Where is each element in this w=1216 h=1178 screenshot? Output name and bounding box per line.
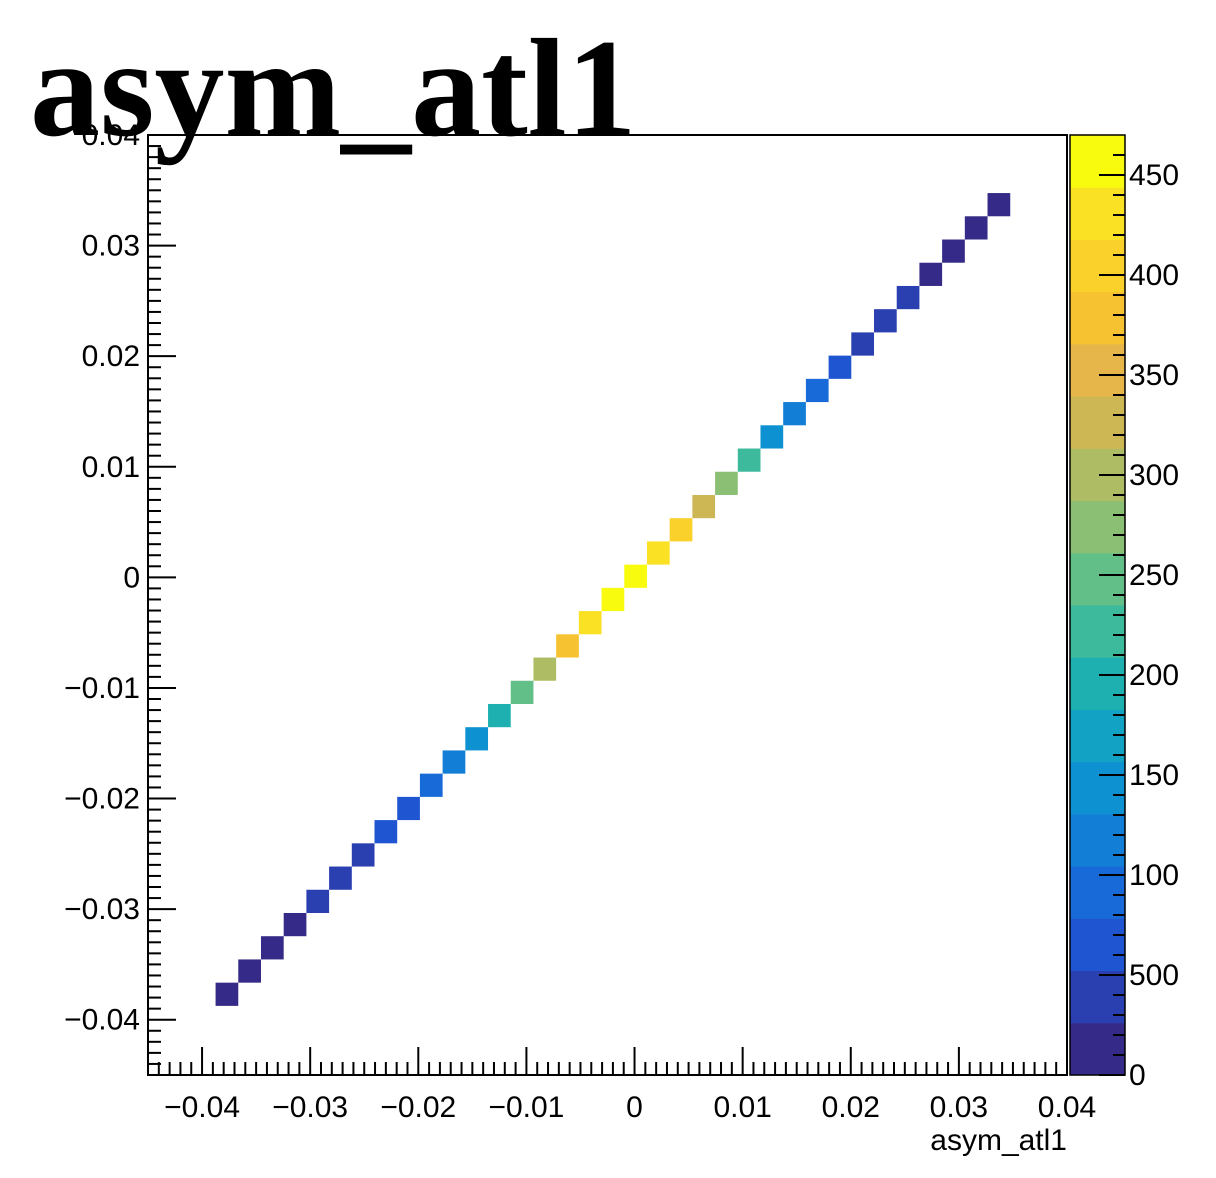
bin-cell xyxy=(851,332,875,356)
bin-cell xyxy=(646,541,670,565)
bin-cell xyxy=(692,494,716,519)
palette-cell xyxy=(1070,761,1125,815)
y-tick-label: −0.03 xyxy=(64,893,140,926)
bin-cell xyxy=(510,680,534,704)
palette-cell xyxy=(1070,343,1125,397)
z-tick-label: 0 xyxy=(1129,1059,1146,1092)
palette-frame xyxy=(1069,134,1126,1076)
x-tick-label: 0.01 xyxy=(713,1091,771,1124)
z-tick-label: 200 xyxy=(1129,659,1179,692)
bin-cell xyxy=(533,657,557,681)
bin-cell xyxy=(874,309,897,333)
z-tick-label: 500 xyxy=(1129,959,1179,992)
bin-cell xyxy=(215,982,239,1006)
z-tick-label: 300 xyxy=(1129,459,1179,492)
y-tick-label: 0.04 xyxy=(82,119,140,152)
bin-cell xyxy=(283,912,307,937)
palette-cell xyxy=(1070,657,1125,710)
y-tick-label: 0.03 xyxy=(82,230,140,263)
bin-cell xyxy=(828,355,852,379)
right-edge-mask xyxy=(1183,0,1216,1178)
z-tick-label: 400 xyxy=(1129,259,1179,292)
color-palette xyxy=(1069,134,1126,1076)
z-tick-label: 250 xyxy=(1129,559,1179,592)
palette-cell xyxy=(1070,1022,1125,1076)
bin-cell xyxy=(397,796,420,821)
y-tick-label: 0.01 xyxy=(82,451,140,484)
x-tick-label: −0.02 xyxy=(380,1091,456,1124)
z-tick-label: 150 xyxy=(1129,759,1179,792)
chart-title: asym_atl1 xyxy=(30,11,637,166)
x-tick-label: 0 xyxy=(626,1091,643,1124)
y-axis: −0.04 −0.03 −0.02 −0.01 0 0.01 0.02 0.03 0.04 xyxy=(64,119,176,1076)
bin-cell xyxy=(624,564,647,588)
x-tick-label: −0.03 xyxy=(272,1091,348,1124)
palette-cell xyxy=(1070,135,1125,188)
bin-cell xyxy=(669,518,693,542)
z-tick-label: 100 xyxy=(1129,859,1179,892)
bin-cell xyxy=(238,959,261,983)
y-tick-label: 0 xyxy=(123,561,140,594)
bin-cell xyxy=(964,216,988,240)
palette-cell xyxy=(1070,918,1125,972)
z-tick-label: 350 xyxy=(1129,359,1179,392)
bin-cell xyxy=(760,425,784,449)
z-tick-label: 450 xyxy=(1129,159,1179,192)
y-tick-label: −0.04 xyxy=(64,1004,140,1037)
bin-cell xyxy=(351,843,375,867)
bin-cell xyxy=(556,634,579,658)
x-axis: −0.04 −0.03 −0.02 −0.01 0 0.01 0.02 0.03 0.04 xyxy=(147,1047,1096,1124)
bin-cell xyxy=(601,587,625,612)
bin-cell xyxy=(715,471,738,495)
palette-cell xyxy=(1070,396,1125,449)
bin-cell xyxy=(488,703,511,728)
bin-cell xyxy=(465,727,489,751)
z-axis: 0 500 100 150 200 250 300 350 400 450 xyxy=(1099,0,1216,1178)
y-tick-label: −0.02 xyxy=(64,783,140,816)
palette-cell xyxy=(1070,239,1125,293)
bin-cell xyxy=(783,402,806,426)
bin-cell xyxy=(260,936,284,960)
bin-cell xyxy=(942,239,965,263)
palette-cell xyxy=(1070,605,1125,658)
x-tick-label: −0.04 xyxy=(164,1091,240,1124)
x-tick-label: 0.02 xyxy=(822,1091,880,1124)
x-tick-label: 0.03 xyxy=(930,1091,988,1124)
bin-cell xyxy=(737,448,761,472)
bin-cell xyxy=(442,750,466,774)
x-tick-label: −0.01 xyxy=(488,1091,564,1124)
bins-group xyxy=(215,193,1011,1006)
x-tick-label: 0.04 xyxy=(1038,1091,1096,1124)
plot-frame xyxy=(147,134,1068,1076)
y-tick-label: −0.01 xyxy=(64,672,140,705)
bin-cell xyxy=(306,889,330,913)
bin-cell xyxy=(329,866,352,890)
bin-cell xyxy=(919,262,943,286)
bin-cell xyxy=(805,378,829,403)
bin-cell xyxy=(896,285,920,310)
bin-cell xyxy=(987,193,1011,217)
y-tick-label: 0.02 xyxy=(82,340,140,373)
palette-cell xyxy=(1070,291,1125,345)
bin-cell xyxy=(578,611,602,635)
bin-cell xyxy=(374,820,398,844)
palette-cell xyxy=(1070,813,1125,867)
x-axis-title: asym_atl1 xyxy=(930,1124,1067,1157)
palette-cell xyxy=(1070,500,1125,554)
bin-cell xyxy=(419,773,443,797)
palette-cell xyxy=(1070,552,1125,606)
palette-cell xyxy=(1070,187,1125,240)
